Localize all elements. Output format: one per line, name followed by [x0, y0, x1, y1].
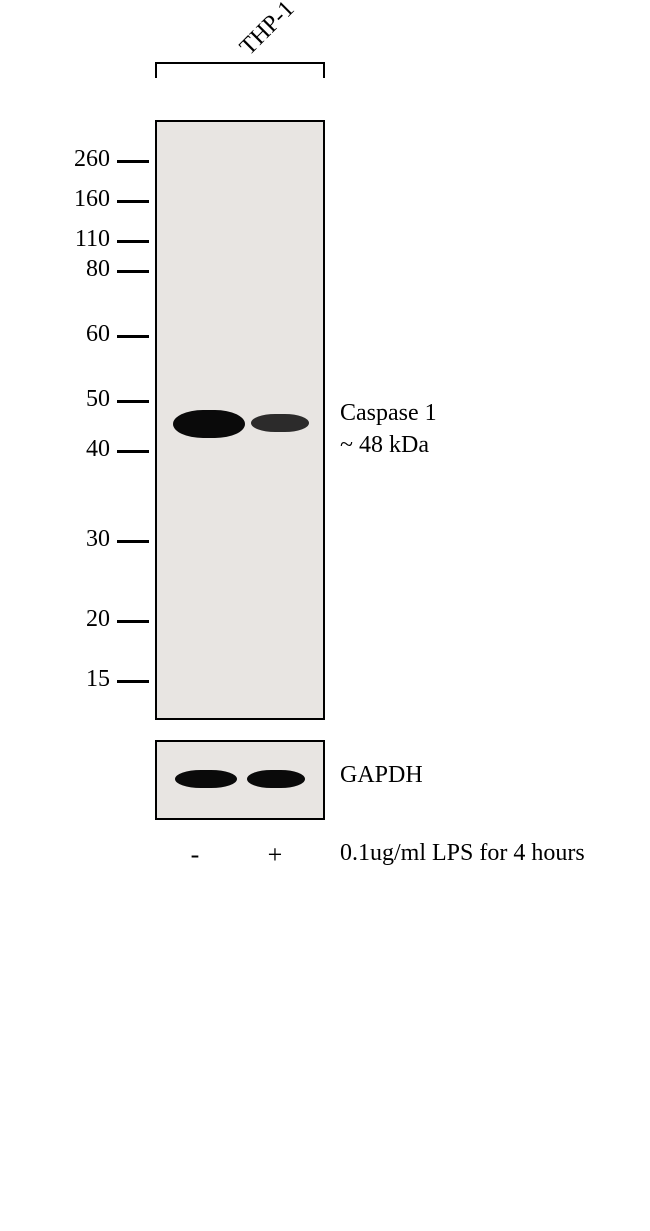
bracket-right-tick	[323, 62, 325, 78]
marker-label-15: 15	[86, 666, 110, 693]
marker-tick-260	[117, 160, 149, 163]
marker-label-40: 40	[86, 436, 110, 463]
marker-tick-60	[117, 335, 149, 338]
marker-tick-160	[117, 200, 149, 203]
marker-label-110: 110	[75, 226, 110, 253]
marker-label-80: 80	[86, 256, 110, 283]
target-name-label: Caspase 1	[340, 400, 437, 427]
sample-label: THP-1	[235, 0, 300, 61]
gapdh-band-lane1	[175, 770, 237, 788]
marker-tick-80	[117, 270, 149, 273]
marker-label-160: 160	[74, 186, 110, 213]
marker-tick-20	[117, 620, 149, 623]
marker-tick-30	[117, 540, 149, 543]
marker-tick-40	[117, 450, 149, 453]
marker-tick-110	[117, 240, 149, 243]
treatment-plus: +	[260, 840, 290, 870]
caspase1-band-lane2	[251, 414, 309, 432]
marker-label-60: 60	[86, 321, 110, 348]
marker-label-20: 20	[86, 606, 110, 633]
treatment-minus: -	[180, 840, 210, 870]
marker-label-30: 30	[86, 526, 110, 553]
gapdh-band-lane2	[247, 770, 305, 788]
bracket-top	[155, 62, 325, 82]
marker-label-50: 50	[86, 386, 110, 413]
loading-control-label: GAPDH	[340, 762, 423, 789]
marker-tick-50	[117, 400, 149, 403]
bracket-left-tick	[155, 62, 157, 78]
marker-tick-15	[117, 680, 149, 683]
treatment-description: 0.1ug/ml LPS for 4 hours	[340, 840, 585, 867]
caspase1-band-lane1	[173, 410, 245, 438]
marker-label-260: 260	[74, 146, 110, 173]
target-mw-label: ~ 48 kDa	[340, 432, 429, 459]
